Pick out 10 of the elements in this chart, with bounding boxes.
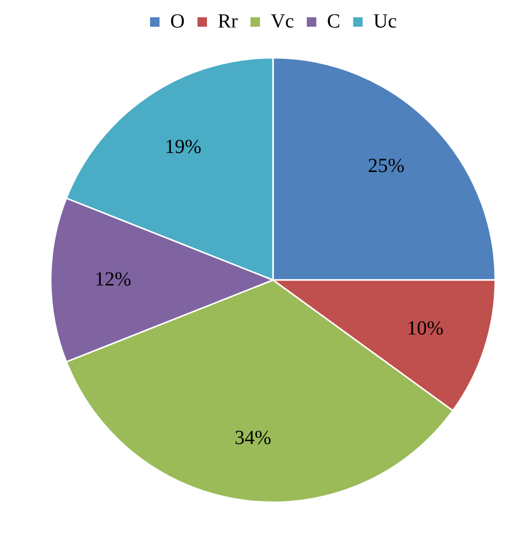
- data-label: 34%: [234, 427, 272, 450]
- legend-label: C: [327, 10, 340, 32]
- data-label: 10%: [406, 318, 444, 340]
- legend-label: O: [170, 10, 185, 32]
- legend-label: Rr: [218, 10, 238, 32]
- legend-label: Uc: [373, 10, 397, 32]
- data-label: 12%: [94, 268, 132, 290]
- data-label: 19%: [164, 136, 202, 158]
- data-label: 25%: [368, 155, 404, 178]
- legend-label: Vc: [270, 10, 294, 32]
